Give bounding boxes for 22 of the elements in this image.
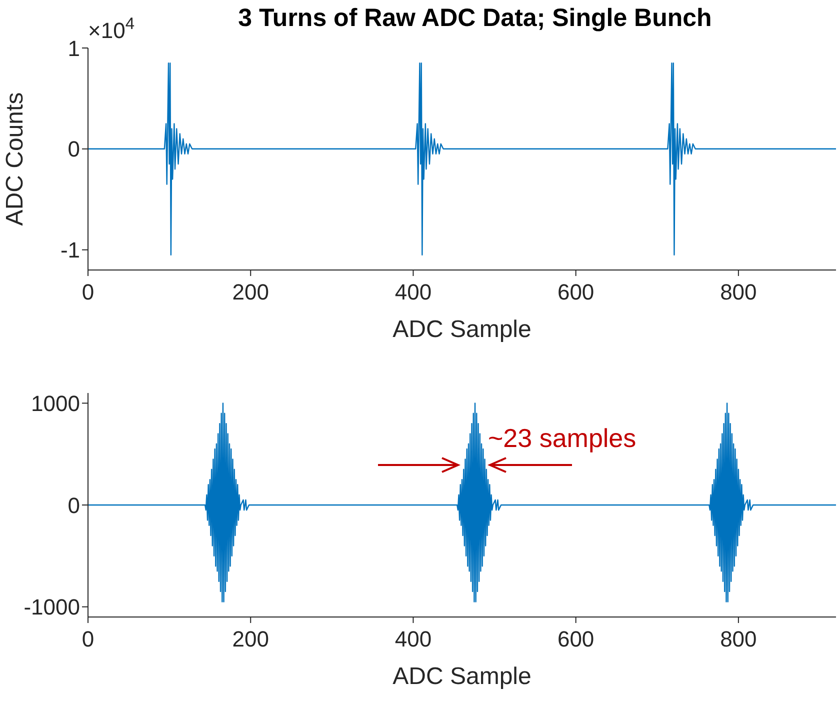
x-tick-label: 200 [232,280,269,305]
y-tick-label: 0 [68,492,80,518]
x-tick-label: 400 [394,626,432,652]
x-tick-label: 600 [557,626,594,652]
line-series [88,62,836,256]
y-tick-label: -1000 [24,594,80,620]
chart-title: 3 Turns of Raw ADC Data; Single Bunch [237,4,713,33]
text: ×10$^{4}$ [88,15,135,43]
y-axis-title: ADC Counts [2,92,29,226]
y-tick-label: -1 [60,238,80,263]
x-tick-label: 200 [232,626,269,652]
x-tick-label: 400 [394,280,432,305]
line-series [88,402,836,602]
y-tick-label: 0 [68,136,80,162]
x-axis-title: ADC Sample [392,316,532,344]
annotation: ~23 samples [488,423,636,453]
y-tick-label: 1 [68,36,80,61]
x-axis-title: ADC Sample [392,663,532,690]
x-tick-label: 800 [720,626,757,652]
x-tick-label: 800 [720,280,757,305]
x-tick-label: 600 [557,280,594,305]
y-tick-label: 1000 [31,390,80,416]
